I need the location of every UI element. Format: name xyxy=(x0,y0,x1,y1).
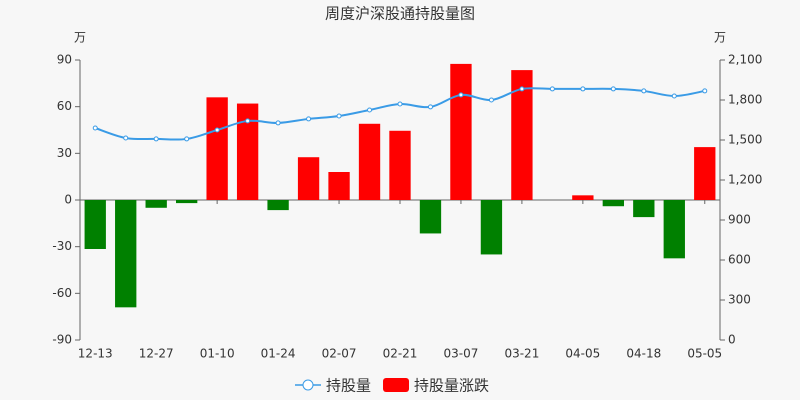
bar xyxy=(419,200,442,234)
y2-tick-label: 900 xyxy=(728,213,751,227)
line-point xyxy=(275,120,281,126)
line-point xyxy=(245,118,251,124)
line-point xyxy=(458,92,464,98)
legend-label: 持股量 xyxy=(326,377,371,395)
x-tick-label: 03-21 xyxy=(504,347,539,361)
line-point xyxy=(397,101,403,107)
bar xyxy=(511,70,533,200)
bar xyxy=(480,200,503,255)
x-tick-label: 04-18 xyxy=(626,347,661,361)
line-point xyxy=(671,93,677,99)
y-tick-label: 60 xyxy=(57,99,72,113)
y2-tick-label: 1,800 xyxy=(728,93,762,107)
y-tick-label: 90 xyxy=(57,53,72,67)
legend-label: 持股量涨跌 xyxy=(414,377,489,395)
legend-swatch xyxy=(383,378,410,392)
bar xyxy=(450,63,472,201)
y-tick-label: -60 xyxy=(52,286,72,300)
bar xyxy=(694,147,716,200)
y-tick-label: -30 xyxy=(52,239,72,253)
line-point xyxy=(214,127,220,133)
line-point xyxy=(488,97,494,103)
bar xyxy=(176,200,198,204)
bar xyxy=(145,200,167,208)
line-point xyxy=(336,113,342,119)
x-tick-label: 02-21 xyxy=(383,347,418,361)
legend-marker xyxy=(302,379,314,391)
line-point xyxy=(641,88,647,94)
line-point xyxy=(610,86,616,92)
x-tick-label: 03-07 xyxy=(444,347,479,361)
line-point xyxy=(702,88,708,94)
line-point xyxy=(580,86,586,92)
bar xyxy=(572,195,594,200)
y-tick-label: 30 xyxy=(57,146,72,160)
bar xyxy=(84,200,106,249)
line-point xyxy=(123,135,129,141)
x-tick-label: 04-05 xyxy=(565,347,600,361)
bar xyxy=(602,200,624,207)
y2-tick-label: 2,100 xyxy=(728,53,762,67)
bar xyxy=(663,200,685,259)
bar xyxy=(297,157,320,200)
bar xyxy=(236,103,259,200)
x-tick-label: 01-24 xyxy=(261,347,296,361)
bar xyxy=(206,97,228,200)
bar xyxy=(115,200,137,308)
y2-unit: 万 xyxy=(714,31,726,45)
y2-tick-label: 600 xyxy=(728,253,751,267)
y2-tick-label: 300 xyxy=(728,293,751,307)
x-tick-label: 12-27 xyxy=(139,347,174,361)
line-point xyxy=(549,86,555,92)
y2-tick-label: 1,200 xyxy=(728,173,762,187)
line-point xyxy=(427,104,433,110)
x-tick-label: 01-10 xyxy=(200,347,235,361)
y-tick-label: 0 xyxy=(64,193,72,207)
y2-tick-label: 1,500 xyxy=(728,133,762,147)
line-point xyxy=(306,116,312,122)
y-tick-label: -90 xyxy=(52,333,72,347)
chart-title: 周度沪深股通持股量图 xyxy=(325,5,475,23)
line-point xyxy=(92,125,98,131)
y2-tick-label: 0 xyxy=(728,333,736,347)
bar xyxy=(633,200,655,218)
y-unit: 万 xyxy=(74,31,86,45)
bar xyxy=(358,123,381,200)
line-point xyxy=(153,136,159,142)
bar xyxy=(267,200,289,211)
line-point xyxy=(519,86,525,92)
bar xyxy=(328,172,350,200)
line-point xyxy=(184,136,190,142)
x-tick-label: 02-07 xyxy=(322,347,357,361)
x-tick-label: 05-05 xyxy=(687,347,722,361)
bar xyxy=(389,130,411,200)
line-point xyxy=(367,107,373,113)
x-tick-label: 12-13 xyxy=(78,347,113,361)
